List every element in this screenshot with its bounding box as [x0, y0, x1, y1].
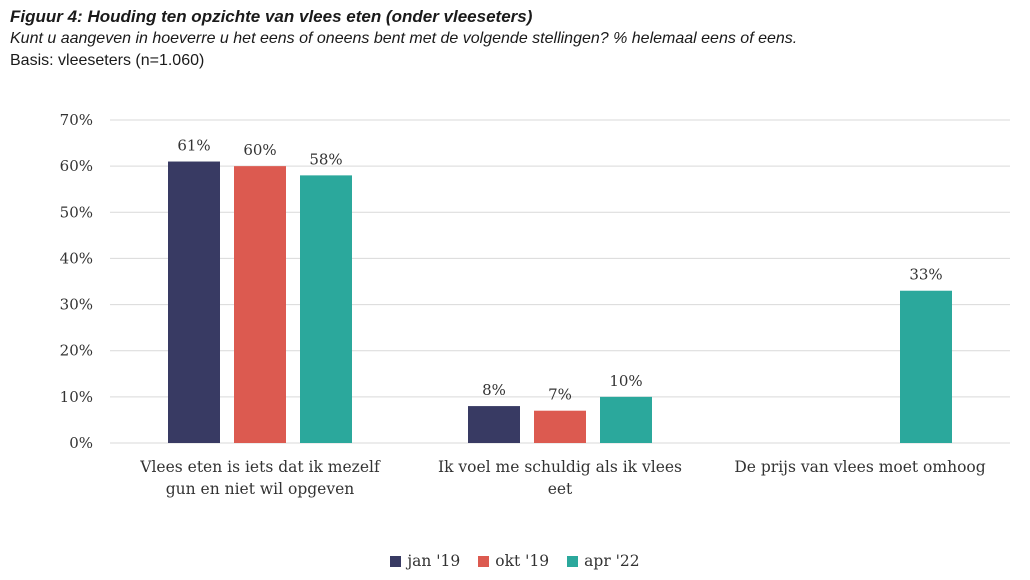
- bar: [534, 410, 586, 443]
- y-tick-label: 30%: [60, 296, 93, 314]
- y-tick-label: 40%: [60, 249, 93, 267]
- figure-title: Figuur 4: Houding ten opzichte van vlees…: [10, 7, 533, 26]
- bar: [234, 166, 286, 443]
- legend-item: apr '22: [567, 552, 640, 570]
- y-tick-label: 50%: [60, 203, 93, 221]
- bar: [300, 175, 352, 443]
- y-tick-label: 20%: [60, 342, 93, 360]
- category-label: gun en niet wil opgeven: [166, 480, 355, 498]
- category-label: Ik voel me schuldig als ik vlees: [438, 458, 682, 476]
- legend-label: jan '19: [407, 552, 461, 570]
- y-tick-label: 70%: [60, 111, 93, 129]
- bar-chart: 0% 10% 20% 30% 40% 50% 60% 70% 61% 60% 58% Vlees et…: [60, 111, 1010, 498]
- legend-label: apr '22: [584, 552, 640, 570]
- y-tick-label: 0%: [69, 434, 93, 452]
- legend-label: okt '19: [495, 552, 550, 570]
- legend-swatch: [567, 555, 579, 567]
- figure-subtitle: Kunt u aangeven in hoeverre u het eens o…: [10, 30, 798, 47]
- data-label: 33%: [909, 266, 942, 284]
- data-label: 58%: [309, 150, 342, 168]
- chart-legend: jan '19 okt '19 apr '22: [0, 552, 1030, 570]
- y-tick-label: 10%: [60, 388, 93, 406]
- category-label: eet: [548, 480, 573, 498]
- data-label: 7%: [548, 386, 572, 404]
- bar: [468, 406, 520, 443]
- legend-item: jan '19: [390, 552, 460, 570]
- y-tick-label: 60%: [60, 157, 93, 175]
- data-label: 61%: [177, 137, 210, 155]
- category-label: Vlees eten is iets dat ik mezelf: [139, 458, 381, 476]
- data-label: 8%: [482, 381, 506, 399]
- bar: [900, 290, 952, 443]
- bar: [168, 161, 220, 443]
- bar: [600, 396, 652, 443]
- legend-swatch: [478, 555, 490, 567]
- data-label: 60%: [243, 141, 276, 159]
- legend-swatch: [390, 555, 402, 567]
- data-label: 10%: [609, 372, 642, 390]
- category-label: De prijs van vlees moet omhoog: [734, 458, 985, 476]
- chart-header: Figuur 4: Houding ten opzichte van vlees…: [10, 6, 1020, 72]
- legend-item: okt '19: [478, 552, 549, 570]
- figure-basis: Basis: vleeseters (n=1.060): [10, 52, 205, 69]
